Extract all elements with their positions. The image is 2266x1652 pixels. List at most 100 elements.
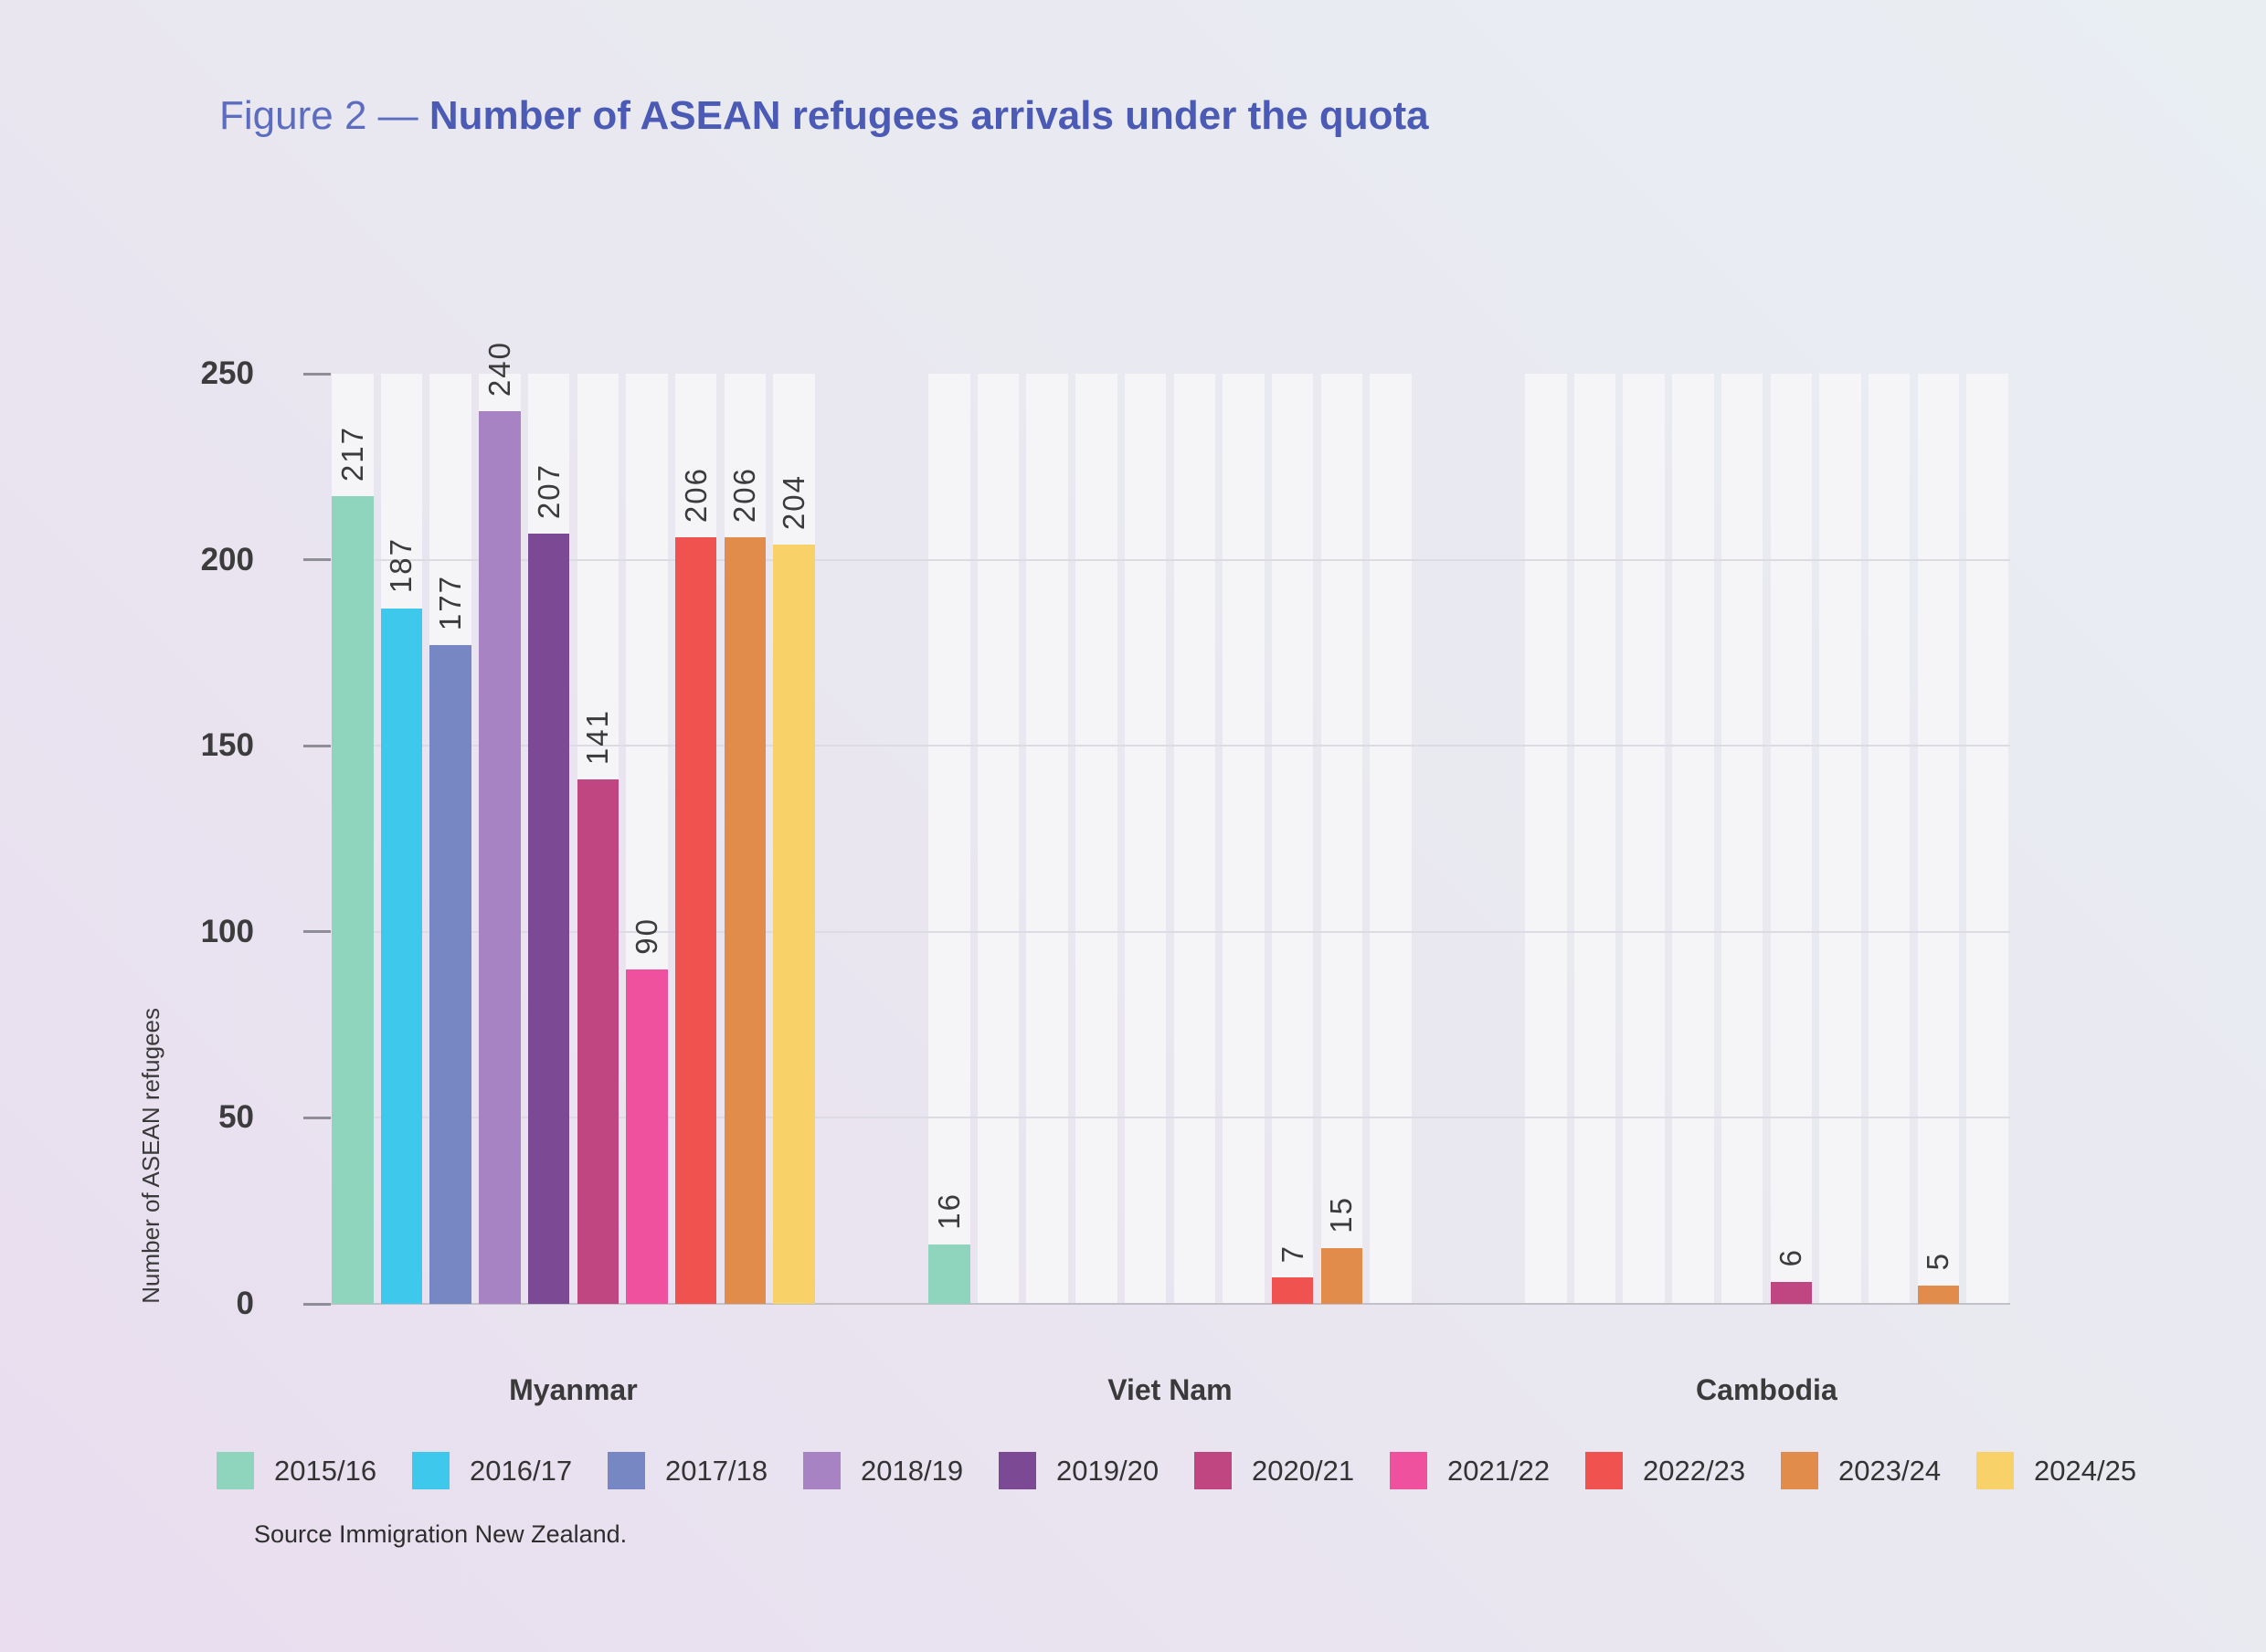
legend-item: 2016/17	[412, 1452, 572, 1489]
plot-column	[1868, 374, 1911, 1304]
y-tick-label: 0	[236, 1286, 254, 1321]
plot-column	[1573, 374, 1616, 1304]
bar	[332, 496, 374, 1304]
bar-value-label: 206	[727, 467, 762, 524]
figure-heading: Number of ASEAN refugees arrivals under …	[429, 93, 1429, 138]
bar	[429, 645, 471, 1304]
bar-value-label: 141	[580, 708, 615, 765]
y-tick-mark	[303, 744, 331, 747]
plot-column	[1124, 374, 1167, 1304]
plot-column	[1770, 374, 1812, 1304]
plot-column	[928, 374, 970, 1304]
bar-value-label: 207	[531, 463, 566, 520]
bar-value-label: 240	[482, 340, 516, 397]
legend-swatch	[217, 1452, 254, 1489]
legend-swatch	[999, 1452, 1036, 1489]
bar	[1770, 1281, 1812, 1304]
plot-column	[1026, 374, 1068, 1304]
legend-swatch	[803, 1452, 841, 1489]
bar	[1320, 1247, 1363, 1304]
group-label: Myanmar	[509, 1373, 638, 1406]
legend-item: 2021/22	[1390, 1452, 1550, 1489]
legend-label: 2015/16	[274, 1455, 377, 1487]
bar	[527, 534, 570, 1304]
y-tick-mark	[303, 930, 331, 934]
group-label: Viet Nam	[1107, 1373, 1233, 1406]
figure-number: Figure 2 —	[219, 93, 418, 138]
plot-column	[1623, 374, 1665, 1304]
legend-swatch	[1585, 1452, 1623, 1489]
bar	[626, 969, 668, 1304]
legend-item: 2018/19	[803, 1452, 963, 1489]
bar-value-label: 15	[1324, 1196, 1359, 1234]
legend-item: 2020/21	[1194, 1452, 1354, 1489]
plot-column	[1819, 374, 1861, 1304]
legend-item: 2017/18	[608, 1452, 768, 1489]
bar	[928, 1244, 970, 1304]
gridline	[329, 1117, 2010, 1119]
plot-column	[1320, 374, 1363, 1304]
y-tick-mark	[303, 1116, 331, 1119]
bar-value-label: 7	[1275, 1244, 1309, 1264]
legend-label: 2023/24	[1838, 1455, 1942, 1487]
y-tick-mark	[303, 372, 331, 376]
figure-title: Figure 2 — Number of ASEAN refugees arri…	[219, 93, 1429, 139]
plot-column	[1917, 374, 1960, 1304]
source-note: Source Immigration New Zealand.	[254, 1520, 628, 1548]
bar	[380, 608, 423, 1304]
legend-item: 2015/16	[217, 1452, 376, 1489]
bar	[1271, 1277, 1314, 1304]
y-tick-label: 100	[200, 913, 254, 949]
legend-label: 2022/23	[1643, 1455, 1746, 1487]
bar	[674, 537, 717, 1304]
group-label: Cambodia	[1696, 1373, 1837, 1406]
gridline	[329, 558, 2010, 561]
gridline	[329, 930, 2010, 933]
legend-item: 2023/24	[1781, 1452, 1941, 1489]
legend-label: 2016/17	[470, 1455, 573, 1487]
bar-value-label: 177	[433, 575, 468, 631]
plot-column	[1271, 374, 1314, 1304]
bar-value-label: 206	[678, 467, 713, 524]
bar-value-label: 6	[1774, 1248, 1808, 1267]
legend-item: 2019/20	[999, 1452, 1159, 1489]
legend-swatch	[1390, 1452, 1427, 1489]
bar-value-label: 90	[629, 916, 663, 955]
legend-label: 2021/22	[1447, 1455, 1551, 1487]
bar	[1917, 1285, 1960, 1304]
legend-label: 2019/20	[1056, 1455, 1159, 1487]
gridline	[329, 1303, 2010, 1305]
legend-swatch	[1781, 1452, 1818, 1489]
bar	[773, 545, 815, 1304]
bar-value-label: 16	[931, 1192, 966, 1230]
bar	[724, 537, 767, 1304]
legend-swatch	[412, 1452, 450, 1489]
legend-label: 2017/18	[665, 1455, 768, 1487]
bar-value-label: 217	[334, 426, 369, 482]
plot-column	[1223, 374, 1265, 1304]
bar	[479, 410, 521, 1304]
legend-swatch	[1194, 1452, 1232, 1489]
plot-column	[1966, 374, 2008, 1304]
legend-swatch	[1976, 1452, 2014, 1489]
plot-column	[1525, 374, 1567, 1304]
plot-column	[1721, 374, 1763, 1304]
legend-item: 2022/23	[1585, 1452, 1745, 1489]
plot-column	[1370, 374, 1412, 1304]
legend-label: 2020/21	[1252, 1455, 1355, 1487]
plot-column	[1173, 374, 1215, 1304]
bar-value-label: 204	[777, 474, 811, 531]
legend-label: 2018/19	[861, 1455, 964, 1487]
bar-value-label: 5	[1921, 1252, 1955, 1271]
y-tick-label: 200	[200, 541, 254, 577]
plot-column	[1075, 374, 1117, 1304]
y-tick-label: 150	[200, 727, 254, 764]
legend-label: 2024/25	[2034, 1455, 2137, 1487]
bar	[577, 778, 619, 1304]
bar-value-label: 187	[384, 537, 418, 594]
y-tick-mark	[303, 1302, 331, 1306]
y-tick-label: 250	[200, 355, 254, 391]
y-tick-mark	[303, 558, 331, 562]
legend-swatch	[608, 1452, 645, 1489]
